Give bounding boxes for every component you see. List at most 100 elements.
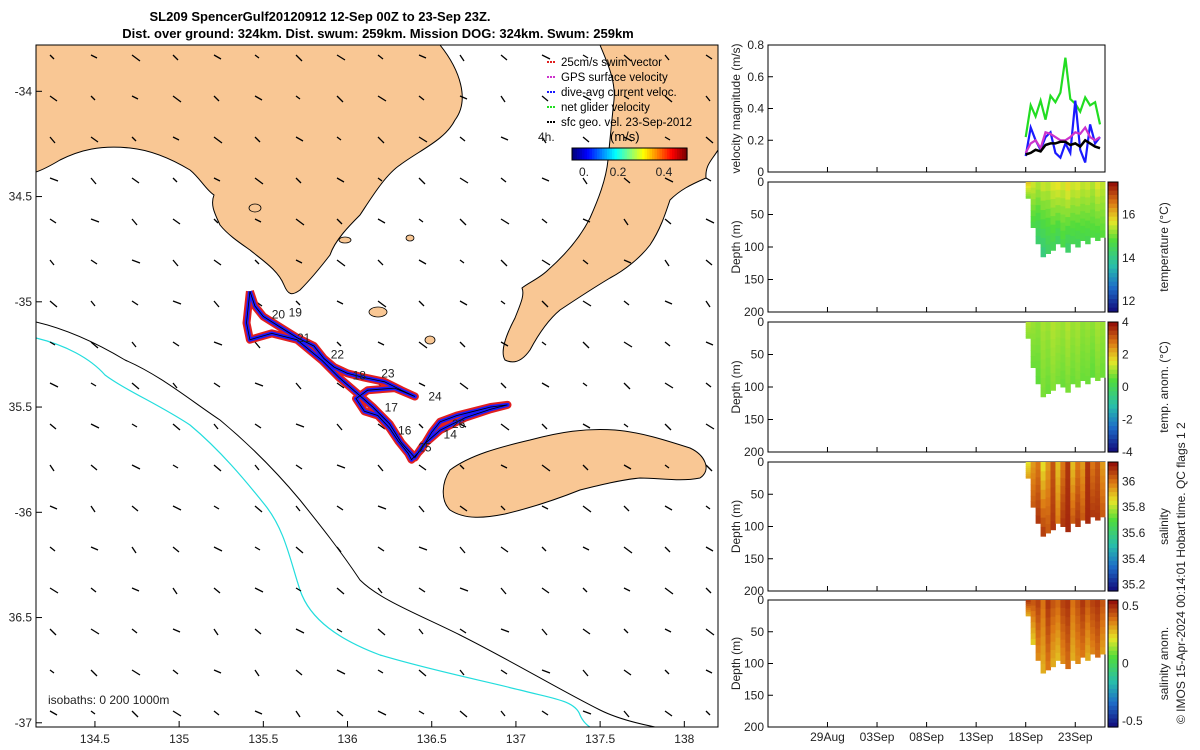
heatmap-cell <box>1065 208 1071 218</box>
time-tick-label: 29Aug <box>810 730 845 744</box>
heatmap-cell <box>1035 615 1042 624</box>
heatmap-cell <box>1050 356 1056 366</box>
track-day-label: 23 <box>381 367 395 381</box>
current-vector <box>295 505 301 512</box>
colorbar-label: temperature (°C) <box>1157 202 1171 292</box>
current-vector <box>336 505 344 511</box>
current-vector <box>541 341 547 346</box>
title-line-2: Dist. over ground: 324km. Dist. swum: 25… <box>122 26 634 41</box>
heatmap-cell <box>1035 236 1042 245</box>
heatmap-cell <box>1085 345 1091 354</box>
current-vector <box>582 95 592 101</box>
current-vector <box>500 546 509 553</box>
colorbar-segment <box>1108 629 1118 635</box>
current-vector <box>459 464 465 470</box>
colorbar-segment <box>607 148 611 160</box>
current-vector <box>418 177 426 185</box>
heatmap-cell <box>1060 615 1066 625</box>
heatmap-cell <box>1025 334 1032 337</box>
y-tick-label: 150 <box>744 273 764 287</box>
track-day-label: 22 <box>331 348 345 362</box>
y-tick-label: 50 <box>751 625 765 639</box>
heatmap-cell <box>1065 522 1071 533</box>
colorbar-segment <box>1108 322 1118 327</box>
colorbar-segment <box>1108 391 1118 397</box>
current-vector <box>172 546 180 553</box>
heatmap-cell <box>1045 366 1051 377</box>
colorbar-segment <box>1108 221 1118 226</box>
colorbar-segment <box>1108 663 1118 669</box>
heatmap-cell <box>1050 625 1056 634</box>
heatmap-cell <box>1095 650 1101 658</box>
colorbar-segment <box>1108 569 1118 575</box>
heatmap-cell <box>1085 197 1091 206</box>
time-tick-label: 23Sep <box>1058 730 1093 744</box>
track-day-label: 26 <box>452 417 466 431</box>
current-vector <box>459 628 467 634</box>
y-tick-label: 150 <box>744 552 764 566</box>
current-vector <box>664 341 671 347</box>
y-axis-label: Depth (m) <box>729 500 743 553</box>
heatmap-cell <box>1085 376 1091 385</box>
current-vector <box>90 95 96 101</box>
y-axis-label: Depth (m) <box>729 637 743 690</box>
heatmap-cell <box>1040 489 1047 500</box>
heatmap-cell <box>1030 622 1037 629</box>
x-tick-label: 136 <box>338 732 358 746</box>
heatmap-cell <box>1040 645 1047 656</box>
heatmap-cell <box>1095 469 1101 478</box>
colorbar-segment <box>637 148 641 160</box>
legend-entry: net glider velocity <box>561 102 650 114</box>
colorbar-segment <box>1108 616 1118 622</box>
heatmap-cell <box>1035 212 1042 222</box>
colorbar-segment <box>1108 365 1118 371</box>
heatmap-cell <box>1055 492 1061 501</box>
current-vector <box>705 300 711 308</box>
current-vector <box>49 259 55 266</box>
heatmap-cell <box>1045 348 1051 359</box>
heatmap-cell <box>1035 345 1042 354</box>
heatmap-cell <box>1060 462 1066 471</box>
current-vector <box>623 300 630 306</box>
colorbar-segment <box>1108 671 1118 677</box>
heatmap-cell <box>1055 322 1061 331</box>
heatmap-cell <box>1055 469 1061 478</box>
heatmap-cell <box>1055 622 1061 631</box>
heatmap-cell <box>1085 507 1091 517</box>
current-vector <box>459 546 466 554</box>
heatmap-cell <box>1075 494 1081 503</box>
y-tick-label: 200 <box>744 305 764 319</box>
current-vector <box>254 218 262 223</box>
heatmap-cell <box>1060 354 1066 364</box>
heatmap-cell <box>1070 484 1076 494</box>
heatmap-cell <box>1040 387 1047 398</box>
current-vector <box>623 218 629 226</box>
colorbar-segment <box>659 148 663 160</box>
heatmap-cell <box>1050 650 1056 659</box>
current-vector <box>295 587 302 592</box>
heatmap-cell <box>1040 191 1047 202</box>
heatmap-cell <box>1070 352 1076 362</box>
current-vector <box>705 218 715 224</box>
heatmap-cell <box>1050 633 1056 643</box>
heatmap-cell <box>1090 370 1096 378</box>
heatmap-cell <box>1050 608 1056 618</box>
heatmap-cell <box>1100 209 1106 218</box>
heatmap-cell <box>1100 509 1106 518</box>
heatmap-cell <box>1035 469 1042 478</box>
heatmap-cell <box>1090 606 1096 614</box>
heatmap-cell <box>1060 378 1066 388</box>
colorbar-segment <box>1108 701 1118 707</box>
heatmap-cell <box>1030 361 1037 368</box>
colorbar-segment <box>1108 688 1118 694</box>
current-vector <box>500 259 508 267</box>
current-vector <box>377 464 384 472</box>
heatmap-cell <box>1100 462 1106 470</box>
velocity-series-line <box>1024 125 1101 154</box>
heatmap-cell <box>1060 502 1066 511</box>
current-vector <box>582 505 592 513</box>
colorbar-segment <box>1108 612 1118 618</box>
colorbar-tick-label: 12 <box>1122 294 1136 308</box>
colorbar-segment <box>1108 439 1118 444</box>
colorbar-segment <box>614 148 618 160</box>
